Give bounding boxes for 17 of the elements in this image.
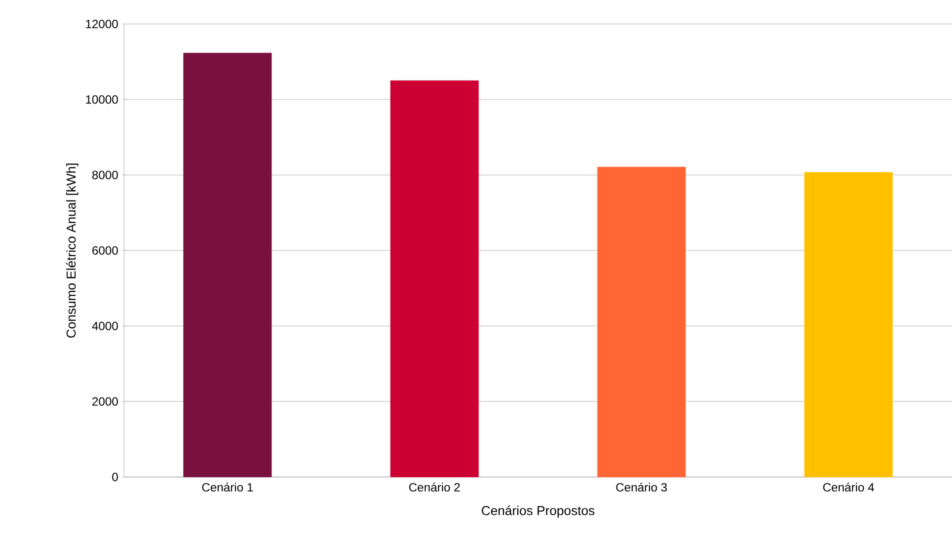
- bar: [597, 166, 686, 478]
- bar: [804, 172, 893, 478]
- x-axis-title: Cenários Propostos: [482, 506, 594, 518]
- y-tick-label: 8000: [92, 170, 118, 180]
- y-tick-label: 12000: [86, 20, 118, 28]
- y-tick-label: 4000: [92, 322, 118, 330]
- x-tick-label: Cenário 4: [823, 482, 874, 492]
- y-tick-label: 0: [112, 472, 118, 482]
- x-tick-label: Cenário 2: [409, 482, 460, 492]
- y-tick-label: 10000: [86, 95, 118, 104]
- bar: [390, 80, 479, 478]
- bar: [183, 52, 272, 478]
- x-tick-label: Cenário 3: [616, 482, 667, 492]
- y-axis-title: Consumo Elétrico Anual [kWh]: [66, 164, 78, 338]
- y-tick-label: 2000: [92, 397, 118, 406]
- x-tick-label: Cenário 1: [202, 482, 253, 492]
- y-tick-label: 6000: [92, 246, 118, 255]
